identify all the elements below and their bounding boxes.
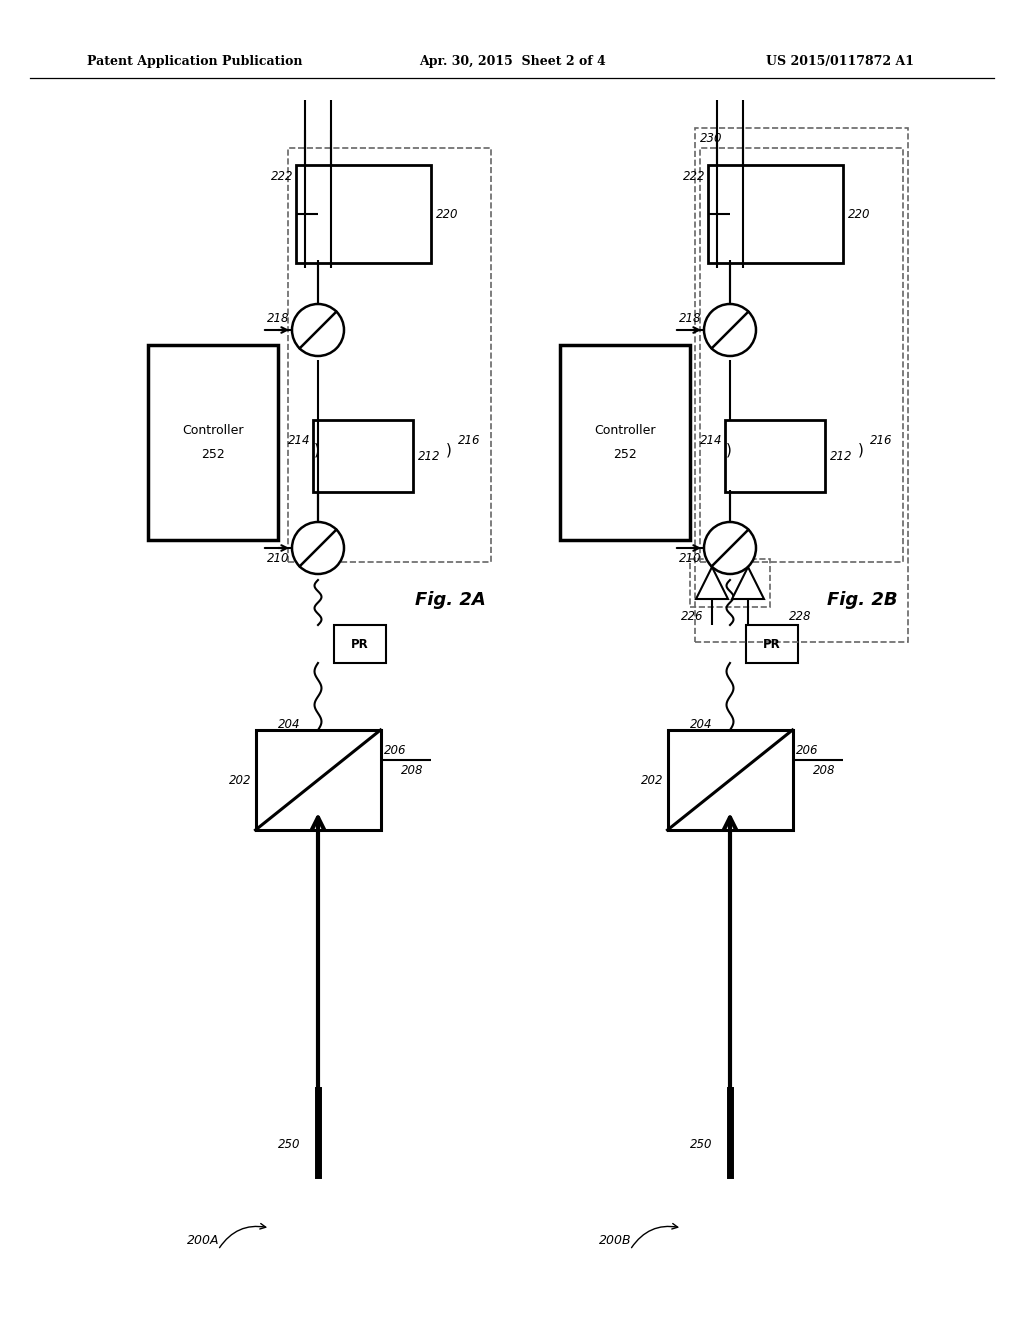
Text: ): ): [446, 442, 452, 458]
Polygon shape: [732, 568, 764, 599]
Text: ): ): [858, 442, 864, 458]
Text: 202: 202: [229, 774, 252, 787]
Text: Fig. 2B: Fig. 2B: [826, 591, 897, 609]
Circle shape: [705, 521, 756, 574]
Text: 218: 218: [679, 312, 701, 325]
Text: 208: 208: [813, 763, 836, 776]
Text: 214: 214: [288, 433, 310, 446]
Text: Fig. 2A: Fig. 2A: [415, 591, 485, 609]
Circle shape: [705, 304, 756, 356]
Text: 212: 212: [830, 450, 853, 462]
Text: US 2015/0117872 A1: US 2015/0117872 A1: [766, 55, 914, 69]
Bar: [708, 165, 843, 263]
Text: 204: 204: [689, 718, 712, 731]
Text: 216: 216: [458, 433, 480, 446]
Text: 214: 214: [699, 433, 722, 446]
Text: Apr. 30, 2015  Sheet 2 of 4: Apr. 30, 2015 Sheet 2 of 4: [419, 55, 605, 69]
Polygon shape: [696, 568, 728, 599]
Bar: [288, 148, 490, 562]
Text: 226: 226: [681, 610, 703, 623]
Text: 220: 220: [436, 207, 459, 220]
Text: 206: 206: [797, 743, 819, 756]
Text: 222: 222: [270, 170, 293, 183]
Text: 200A: 200A: [186, 1233, 219, 1246]
Bar: [313, 420, 413, 492]
Text: PR: PR: [763, 638, 781, 651]
Text: 250: 250: [689, 1138, 712, 1151]
Text: 208: 208: [401, 763, 424, 776]
Text: Controller: Controller: [594, 424, 655, 437]
Text: 212: 212: [418, 450, 440, 462]
Text: 200B: 200B: [599, 1233, 632, 1246]
Text: 250: 250: [278, 1138, 300, 1151]
Circle shape: [292, 521, 344, 574]
Text: 252: 252: [613, 447, 637, 461]
Bar: [695, 128, 908, 642]
Circle shape: [292, 304, 344, 356]
Text: 216: 216: [870, 433, 893, 446]
Bar: [668, 730, 793, 830]
Text: 220: 220: [848, 207, 870, 220]
Text: 230: 230: [700, 132, 723, 144]
Text: PR: PR: [351, 638, 369, 651]
Text: Patent Application Publication: Patent Application Publication: [87, 55, 303, 69]
Text: 210: 210: [266, 552, 289, 565]
Text: 228: 228: [788, 610, 811, 623]
Bar: [256, 730, 381, 830]
Bar: [560, 345, 690, 540]
Text: ): ): [314, 442, 319, 458]
Bar: [296, 165, 431, 263]
Text: 204: 204: [278, 718, 300, 731]
Text: 218: 218: [266, 312, 289, 325]
Bar: [690, 558, 770, 607]
Text: ): ): [726, 442, 732, 458]
Text: 210: 210: [679, 552, 701, 565]
Bar: [148, 345, 278, 540]
Text: 206: 206: [384, 743, 407, 756]
Text: Controller: Controller: [182, 424, 244, 437]
Text: 222: 222: [683, 170, 705, 183]
Bar: [746, 624, 798, 663]
Bar: [334, 624, 386, 663]
Bar: [700, 148, 903, 562]
Text: 202: 202: [641, 774, 664, 787]
Bar: [725, 420, 825, 492]
Text: 252: 252: [201, 447, 225, 461]
